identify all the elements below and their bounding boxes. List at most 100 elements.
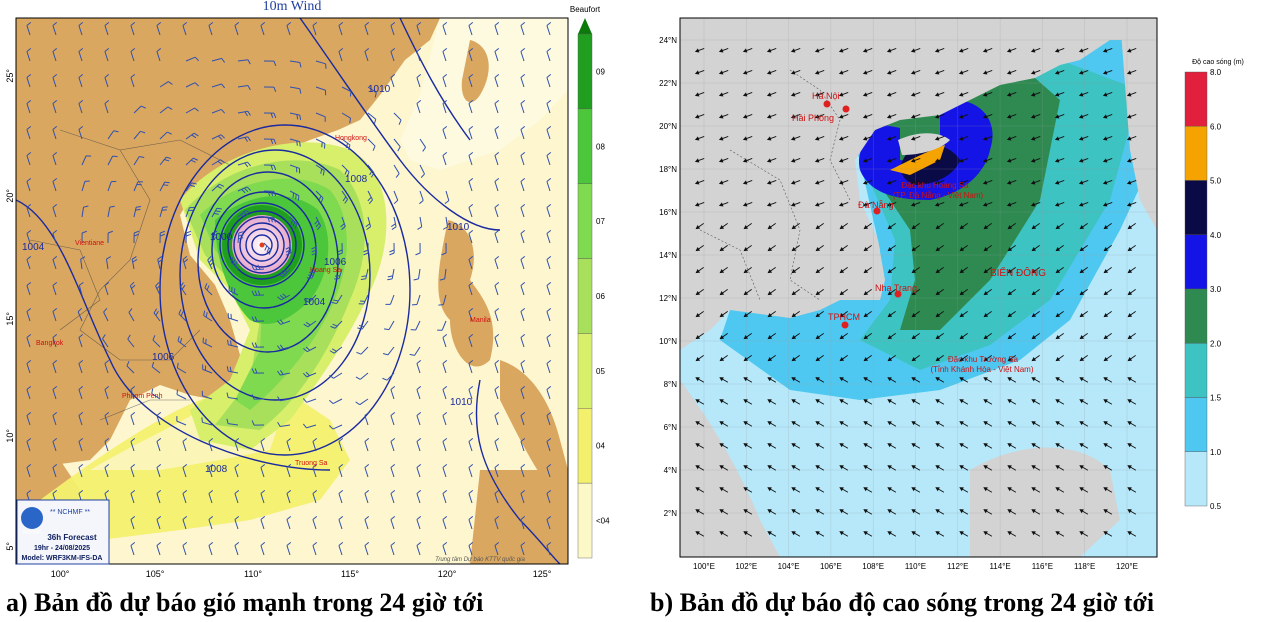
wind-lat-ticks: 25° 20° 15° 10° 5° [5,69,15,551]
wave-swatch [1184,180,1208,235]
wave-legend-label: 4.0 [1210,231,1222,240]
svg-text:TPHCM: TPHCM [828,312,860,322]
svg-text:1004: 1004 [303,297,326,308]
wave-legend-label: 0.5 [1210,502,1222,511]
mainland-b [680,18,1157,350]
beaufort-swatch [577,408,593,484]
lat-tick: 18°N [659,165,677,174]
isobar-labels: 1010 1008 1006 1004 1000 1010 1008 1006 … [22,84,473,475]
wave-legend-label: 1.0 [1210,448,1222,457]
lat-tick: 14°N [659,251,677,260]
lon-tick: 104°E [778,562,800,571]
svg-text:Hongkong: Hongkong [335,135,367,142]
lon-tick: 114°E [989,562,1010,571]
svg-text:15°: 15° [5,312,15,326]
svg-text:Phnom Penh: Phnom Penh [122,393,163,400]
svg-text:Độ cao sóng (m): Độ cao sóng (m) [1192,59,1244,66]
svg-text:Vientiane: Vientiane [75,240,104,247]
svg-text:1008: 1008 [205,464,228,475]
lat-tick: 20°N [659,122,677,131]
wave-map-panel: Hà Nội Hải Phòng Đà Nẵng Nha Trang TPHCM… [640,0,1267,580]
svg-text:1008: 1008 [345,174,368,185]
mainland [16,18,440,470]
beaufort-legend: Beaufort 09 08 07 06 05 04 <04 [570,5,610,559]
beaufort-swatch [577,482,593,559]
svg-text:25°: 25° [5,69,15,83]
caption-wind-map: a) Bản đồ dự báo gió mạnh trong 24 giờ t… [6,588,484,617]
svg-text:** NCHMF **: ** NCHMF ** [50,509,90,516]
svg-text:Hà Nội: Hà Nội [812,91,840,101]
beaufort-label: 07 [596,217,605,226]
lon-tick: 102°E [735,562,757,571]
lat-tick: 12°N [659,294,677,303]
svg-text:Beaufort: Beaufort [570,5,601,14]
lat-tick: 16°N [659,208,677,217]
lon-tick: 106°E [820,562,842,571]
svg-text:1006: 1006 [324,257,347,268]
lon-tick: 100°E [693,562,715,571]
lon-tick: 108°E [862,562,884,571]
svg-text:110°: 110° [244,569,262,579]
wave-lat-ticks: 24°N 22°N 20°N 18°N 16°N 14°N 12°N 10°N 8°N 6°N 4°… [659,36,677,518]
svg-text:1000: 1000 [210,232,233,243]
lon-tick: 120°E [1116,562,1138,571]
caption-wave-map: b) Bản đồ dự báo độ cao sóng trong 24 gi… [650,588,1155,617]
wave-place-markers [823,100,902,329]
svg-text:(TP. Đà Nẵng - Việt Nam): (TP. Đà Nẵng - Việt Nam) [893,191,984,200]
beaufort-label: 05 [596,367,605,376]
wave-legend-label: 6.0 [1210,122,1222,131]
wave-arrows [694,48,1137,537]
beaufort-swatch [577,108,593,184]
beaufort-swatch [577,183,593,259]
lat-tick: 24°N [659,36,677,45]
svg-text:Nha Trang: Nha Trang [875,283,917,293]
svg-text:Manila: Manila [470,317,491,324]
wind-map: 10m Wind [5,0,610,579]
wave-swatch [1184,343,1208,398]
svg-text:100°: 100° [51,569,70,579]
wave-swatch [1184,451,1208,507]
wave-swatch [1184,126,1208,181]
wave-swatch [1184,397,1208,452]
wave-legend-label: 2.0 [1210,339,1222,348]
lat-tick: 8°N [664,380,678,389]
beaufort-swatch [577,258,593,334]
svg-text:115°: 115° [341,569,359,579]
lat-tick: 6°N [664,423,678,432]
wave-map: Hà Nội Hải Phòng Đà Nẵng Nha Trang TPHCM… [659,17,1244,571]
nchmf-logo-icon [21,507,43,529]
svg-text:36h Forecast: 36h Forecast [47,533,97,542]
svg-text:NCHMF: NCHMF [23,530,41,536]
lon-tick: 112°E [947,562,968,571]
svg-text:105°: 105° [146,569,165,579]
svg-text:Đà Nẵng: Đà Nẵng [858,200,894,210]
svg-text:1010: 1010 [368,84,391,95]
wind-barbs [26,21,552,556]
svg-text:Truong Sa: Truong Sa [295,460,328,467]
svg-text:1004: 1004 [22,242,45,253]
credit-text: Trung tâm Dự báo KTTV quốc gia [435,556,525,563]
svg-text:Đặc khu Hoàng Sa: Đặc khu Hoàng Sa [901,181,969,190]
wind-lon-ticks: 100° 105° 110° 115° 120° 125° [51,569,552,579]
svg-text:BIỂN ĐÔNG: BIỂN ĐÔNG [990,266,1046,279]
svg-text:120°: 120° [438,569,457,579]
wave-swatch [1184,71,1208,127]
wave-swatch [1184,288,1208,344]
svg-text:1010: 1010 [447,222,470,233]
forecast-info-box: NCHMF ** NCHMF ** 36h Forecast 19hr - 24… [16,499,110,565]
beaufort-swatch [577,33,593,110]
beaufort-swatch [577,333,593,409]
lat-tick: 10°N [659,337,677,346]
beaufort-label: 08 [596,142,605,151]
taiwan [461,40,489,103]
svg-text:1010: 1010 [450,397,473,408]
place-labels: Hongkong Vientiane Bangkok Phnom Penh Ho… [36,135,491,467]
svg-text:Hải Phòng: Hải Phòng [792,113,834,123]
beaufort-label: <04 [596,517,610,526]
wave-legend-label: 8.0 [1210,68,1222,77]
lat-tick: 22°N [659,79,677,88]
lon-tick: 110°E [905,562,926,571]
lat-tick: 4°N [664,466,678,475]
lon-tick: 118°E [1074,562,1095,571]
wave-swatch [1184,234,1208,290]
